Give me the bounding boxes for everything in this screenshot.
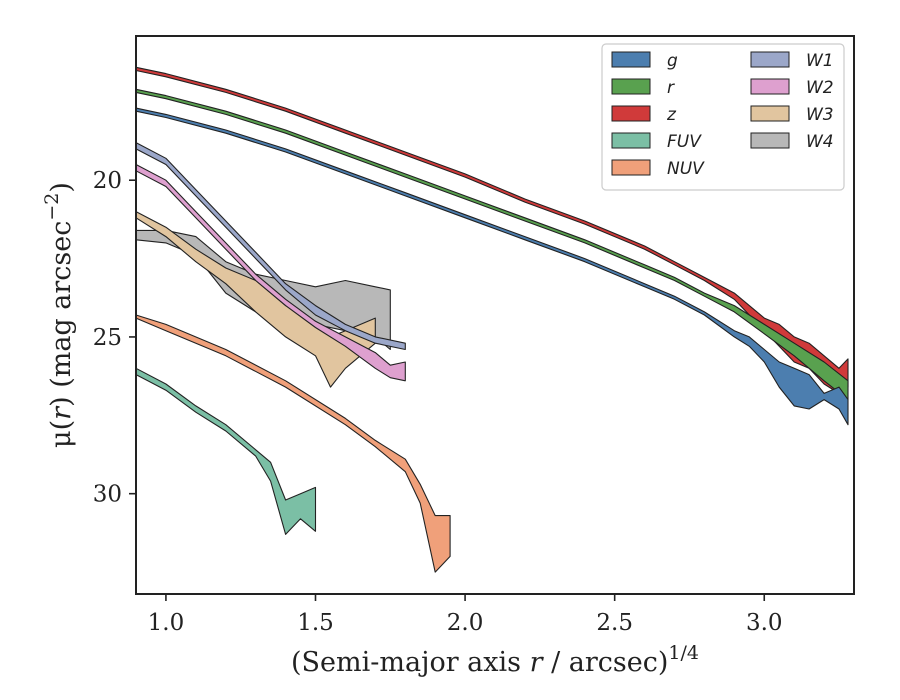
x-axis-label: (Semi-major axis r / arcsec)1/4 <box>291 642 699 678</box>
plot-frame <box>135 35 855 595</box>
legend-label-fuv: FUV <box>667 132 702 152</box>
legend-label-r: r <box>667 78 675 98</box>
series-band-w2 <box>135 163 406 382</box>
series-band-nuv <box>135 314 451 573</box>
series-band-w1 <box>135 142 406 351</box>
legend-label-w2: W2 <box>806 78 834 98</box>
series-band-fuv <box>135 367 317 535</box>
legend-swatch-w4 <box>750 132 790 149</box>
x-tick-label: 1.5 <box>297 610 334 636</box>
y-axis-label: μ(r) (mag arcsec−2) <box>41 182 77 448</box>
legend-label-g: g <box>667 51 678 71</box>
x-tick-label: 1.0 <box>148 610 185 636</box>
x-tick-label: 3.0 <box>746 610 783 636</box>
y-tick-label: 20 <box>93 168 122 194</box>
legend-swatch-z <box>611 105 651 122</box>
legend-label-z: z <box>666 105 677 125</box>
x-ticks: 1.0 1.5 2.0 2.5 3.0 <box>148 594 783 636</box>
legend-swatch-g <box>611 51 651 68</box>
series-layer <box>135 66 849 573</box>
x-tick-label: 2.5 <box>596 610 633 636</box>
legend: grz FUV NUV W1 W2 W3 W4 <box>601 43 845 191</box>
legend-swatch-nuv <box>611 159 651 176</box>
y-ticks: 20 25 30 <box>93 168 136 508</box>
y-tick-label: 25 <box>93 325 122 351</box>
legend-swatch-w1 <box>750 51 790 68</box>
legend-label-w1: W1 <box>806 51 834 71</box>
legend-swatch-w2 <box>750 78 790 95</box>
legend-swatch-w3 <box>750 105 790 122</box>
legend-label-w4: W4 <box>806 132 834 152</box>
legend-swatch-fuv <box>611 132 651 149</box>
legend-label-w3: W3 <box>806 105 834 125</box>
y-tick-label: 30 <box>93 482 122 508</box>
legend-label-nuv: NUV <box>667 159 705 179</box>
series-band-g <box>135 107 849 426</box>
x-tick-label: 2.0 <box>447 610 484 636</box>
legend-swatch-r <box>611 78 651 95</box>
